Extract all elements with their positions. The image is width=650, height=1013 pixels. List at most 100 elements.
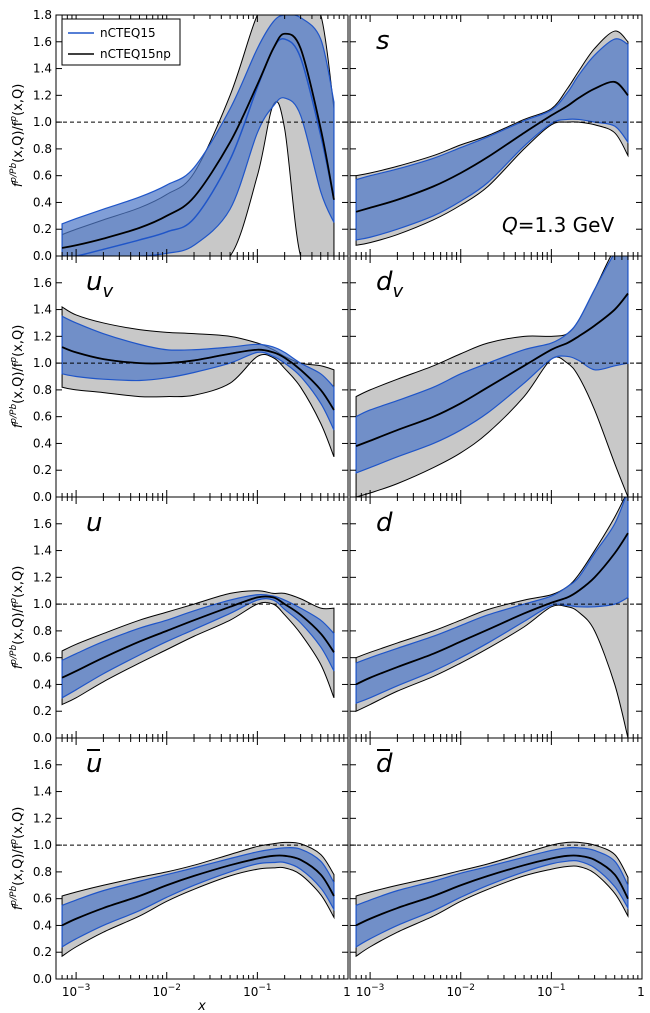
panel-label: d [376, 508, 393, 538]
x-tick-base: 10 [537, 985, 552, 999]
panel-label: uv [86, 267, 113, 302]
x-tick-label: 10−2 [446, 983, 475, 999]
x-tick-label: 10−1 [243, 983, 272, 999]
x-tick-exponent: −1 [258, 983, 271, 993]
legend-box [61, 18, 181, 66]
y-axis-title: fp/Pb(x,Q)/fp(x,Q) [9, 566, 26, 670]
panel-g: g0.00.20.40.60.81.01.21.41.61.8 [33, 8, 349, 263]
y-tick-label: 1.4 [33, 303, 52, 317]
y-tick-label: 1.6 [33, 276, 52, 290]
y-title-sup: p/Pb [9, 163, 19, 184]
y-title-sup: p/Pb [9, 886, 19, 907]
y-tick-label: 1.0 [33, 356, 52, 370]
ncteq15np-central-line [355, 292, 629, 447]
y-title-mid: (x,Q)/f [11, 121, 26, 163]
x-tick-base: 10 [152, 985, 167, 999]
y-title-f: f [11, 903, 26, 910]
q-annotation-value: =1.3 GeV [518, 213, 615, 237]
panel-u-bar: u 0.0 0.2 0.4 0.6 0.8 1.0 1.2 1.4 1.6 [33, 737, 349, 986]
x-tick-exponent: −2 [168, 983, 181, 993]
y-tick-label: 0.2 [33, 222, 52, 236]
x-tick-label: 10−1 [537, 983, 566, 999]
x-tick-exponent: −2 [462, 983, 475, 993]
ncteq15-central-line [62, 37, 335, 256]
panel-label-symbol: u [86, 267, 102, 297]
y-title-mid: (x,Q)/f [11, 844, 26, 886]
x-tick-label: 1 [343, 985, 351, 999]
panel-label: d [376, 749, 393, 779]
panel-plot-area [56, 590, 348, 706]
y-tick-label: 0.4 [33, 677, 52, 691]
panels-layer: g0.00.20.40.60.81.01.21.41.61.8suv0.00.2… [33, 8, 643, 986]
y-title-sup2: p [9, 839, 19, 846]
y-tick-label: 0.2 [33, 463, 52, 477]
y-tick-label: 0.8 [33, 383, 52, 397]
y-axis-labels: fp/Pb(x,Q)/fp(x,Q)fp/Pb(x,Q)/fp(x,Q)fp/P… [9, 84, 26, 911]
x-tick-label: 10−3 [356, 983, 385, 999]
y-tick-label: 0.6 [33, 169, 52, 183]
y-tick-label: 1.4 [33, 62, 52, 76]
ncteq15-band [355, 497, 629, 705]
panel-label-symbol: d [376, 508, 393, 538]
q-annotation: Q=1.3 GeV [502, 213, 614, 237]
y-tick-label: 0.6 [33, 892, 52, 906]
y-title-sup: p/Pb [9, 404, 19, 425]
panel-label-symbol: d [376, 267, 393, 297]
x-tick-base: 10 [243, 985, 258, 999]
panel-label-symbol: u [86, 749, 102, 779]
panel-label-symbol: u [86, 508, 102, 538]
y-tick-label: 0.0 [33, 731, 52, 745]
ncteq15-band [355, 256, 629, 474]
ncteq15np-central-line [61, 346, 335, 411]
y-tick-label: 0.0 [33, 490, 52, 504]
y-title-f: f [11, 421, 26, 428]
legend-label-ncteq15np: nCTEQ15np [100, 47, 171, 61]
panel-u: u 0.0 0.2 0.4 0.6 0.8 1.0 1.2 1.4 1.6 [33, 496, 349, 745]
ncteq15np-central-line [355, 80, 629, 213]
y-tick-label: 1.2 [33, 570, 52, 584]
y-tick-label: 1.8 [33, 8, 52, 22]
panel-label: u [86, 508, 102, 538]
panel-frame [55, 737, 349, 980]
x-tick-label: 1 [637, 985, 645, 999]
panel-plot-area [350, 497, 642, 738]
panel-d-v: dv [349, 255, 643, 498]
x-axis-labels: 10−3 10−2 10−1 1 10−3 10−2 10−1 1 [62, 983, 645, 999]
y-title-f: f [11, 180, 26, 187]
ncteq15np-central-line [61, 854, 335, 927]
y-tick-label: 1.2 [33, 329, 52, 343]
ncteq15np-central-line [355, 532, 629, 686]
y-title-end: (x,Q) [11, 325, 26, 357]
panel-plot-area [56, 306, 348, 458]
y-title-sup2: p [9, 357, 19, 364]
y-title-mid: (x,Q)/f [11, 603, 26, 645]
panel-d-bar: d [349, 737, 643, 980]
panel-plot-area [350, 256, 642, 497]
y-title-sup2: p [9, 598, 19, 605]
y-tick-label: 0.8 [33, 142, 52, 156]
x-tick-label: 10−3 [62, 983, 91, 999]
y-tick-label: 1.4 [33, 785, 52, 799]
panel-label: dv [376, 267, 404, 302]
y-tick-label: 1.0 [33, 838, 52, 852]
x-tick-base: 1 [637, 985, 645, 999]
panel-d: d [349, 496, 643, 739]
y-tick-label: 1.4 [33, 544, 52, 558]
x-axis-title: x [197, 999, 206, 1013]
panel-label: u [86, 749, 102, 779]
y-tick-label: 0.0 [33, 249, 52, 263]
y-title-end: (x,Q) [11, 566, 26, 598]
y-title-end: (x,Q) [11, 807, 26, 839]
x-tick-base: 10 [62, 985, 77, 999]
y-axis-title: fp/Pb(x,Q)/fp(x,Q) [9, 807, 26, 911]
ncteq15np-central-line [61, 595, 335, 679]
y-tick-label: 1.6 [33, 758, 52, 772]
y-tick-label: 1.0 [33, 597, 52, 611]
y-title-f: f [11, 662, 26, 669]
x-tick-base: 1 [343, 985, 351, 999]
panel-plot-area [56, 841, 348, 958]
y-title-sup: p/Pb [9, 645, 19, 666]
x-tick-exponent: −3 [371, 983, 384, 993]
y-tick-label: 0.2 [33, 945, 52, 959]
panel-plot-area [56, 15, 348, 256]
